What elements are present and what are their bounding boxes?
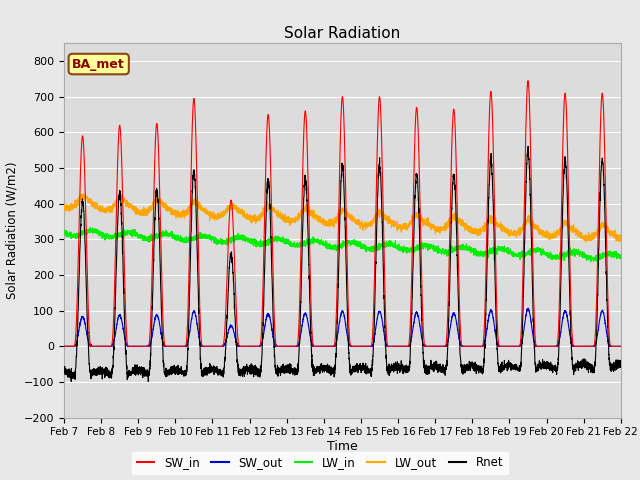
Title: Solar Radiation: Solar Radiation [284, 25, 401, 41]
Legend: SW_in, SW_out, LW_in, LW_out, Rnet: SW_in, SW_out, LW_in, LW_out, Rnet [132, 452, 508, 474]
X-axis label: Time: Time [327, 440, 358, 453]
Text: BA_met: BA_met [72, 58, 125, 71]
Y-axis label: Solar Radiation (W/m2): Solar Radiation (W/m2) [5, 162, 18, 299]
